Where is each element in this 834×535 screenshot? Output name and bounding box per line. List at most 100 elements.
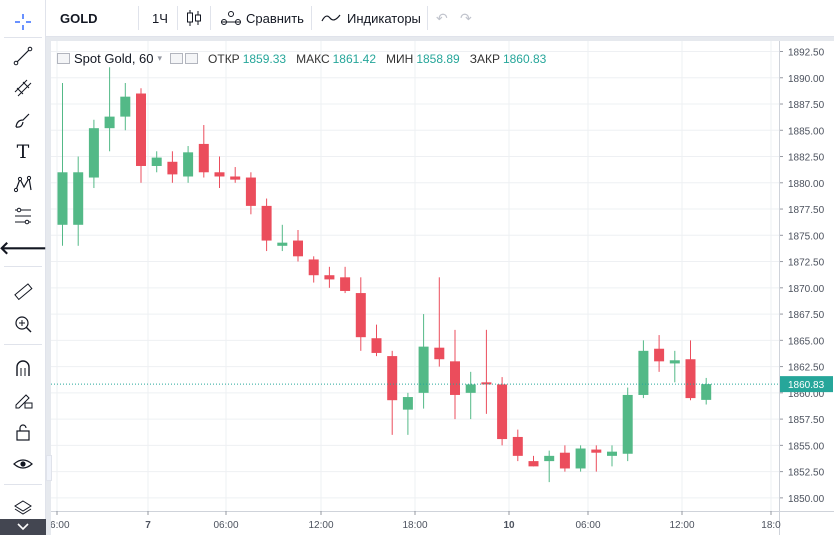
y-tick-label: 1852.50 — [788, 468, 825, 479]
candle-body — [465, 384, 476, 393]
candle-body — [104, 116, 115, 129]
indicators-button[interactable]: Индикаторы — [321, 0, 421, 36]
indicators-label: Индикаторы — [347, 10, 421, 26]
interval-button[interactable]: 1Ч — [152, 0, 168, 36]
collapse-legend-icon[interactable] — [57, 53, 70, 64]
undo-button[interactable]: ↶ — [436, 0, 448, 36]
candle-body — [324, 275, 335, 280]
y-tick-label: 1875.00 — [788, 231, 825, 242]
candle-body — [607, 451, 617, 456]
settings-icon[interactable] — [185, 53, 199, 64]
brush-icon — [15, 113, 30, 128]
candle-body — [371, 338, 382, 353]
lock-icon — [16, 424, 30, 441]
x-tick-label: 18:00 — [402, 520, 427, 531]
candle-body — [418, 346, 429, 393]
symbol-label: GOLD — [60, 10, 98, 26]
y-tick-label: 1872.50 — [788, 258, 825, 269]
ruler-tool[interactable] — [8, 278, 38, 306]
x-tick-label: 18:0 — [761, 520, 781, 531]
candle-body — [245, 177, 256, 206]
y-tick-label: 1862.50 — [788, 363, 825, 374]
legend-title: Spot Gold, 60 — [74, 51, 154, 66]
divider — [4, 266, 42, 267]
candle-body — [497, 384, 508, 440]
back-arrow-icon: 🡐 — [0, 237, 48, 258]
redo-button[interactable]: ↷ — [460, 0, 472, 36]
candle-body — [261, 205, 272, 241]
y-tick-label: 1855.00 — [788, 441, 825, 452]
compare-icon — [221, 11, 241, 25]
brush-tool[interactable] — [8, 106, 38, 134]
magnet-icon — [16, 360, 30, 376]
measure-pattern-icon — [15, 207, 31, 225]
pattern-tool[interactable] — [8, 170, 38, 198]
x-tick-label: 06:00 — [213, 520, 238, 531]
candle-body — [88, 128, 99, 178]
divider — [4, 344, 42, 345]
fib-tool[interactable] — [8, 74, 38, 102]
candle-body — [434, 347, 445, 360]
ruler-icon — [14, 283, 33, 301]
chevron-down-icon[interactable]: ▾ — [157, 53, 163, 63]
divider — [138, 6, 139, 30]
candle-body — [654, 348, 665, 362]
close-value: 1860.83 — [502, 51, 547, 66]
y-tick-label: 1870.00 — [788, 284, 825, 295]
lock-tool[interactable] — [8, 418, 38, 446]
candle-body — [57, 172, 68, 225]
candle-body — [151, 157, 162, 166]
measure-pattern-tool[interactable] — [8, 202, 38, 230]
candle-body — [198, 143, 209, 173]
object-tree-tool[interactable] — [8, 494, 38, 522]
eye-toggle-icon[interactable] — [170, 53, 184, 64]
candle-body — [120, 96, 131, 117]
candle-body — [230, 176, 241, 180]
eye-icon — [13, 459, 33, 469]
divider — [210, 6, 211, 30]
lock-drawing-icon — [15, 394, 33, 409]
y-tick-label: 1885.00 — [788, 126, 825, 137]
chart-type-button[interactable] — [186, 0, 202, 36]
price-chart[interactable]: 1892.50 1890.00 1887.50 1885.00 1882.50 1880.… — [51, 41, 834, 535]
candle-body — [293, 240, 303, 257]
y-tick-label: 1867.50 — [788, 310, 825, 321]
x-tick-label: 10 — [503, 520, 515, 531]
undo-icon: ↶ — [436, 9, 448, 26]
low-value: 1858.89 — [416, 51, 460, 66]
zoom-in-tool[interactable] — [8, 310, 38, 338]
layers-icon — [14, 500, 32, 515]
last-price-label: 1860.83 — [788, 380, 825, 391]
candle-body — [450, 361, 460, 395]
trend-line-tool[interactable] — [8, 42, 38, 70]
candle-body — [528, 461, 539, 467]
back-tool[interactable]: 🡐 — [0, 234, 47, 262]
candle-body — [669, 360, 680, 364]
candle-body — [73, 172, 84, 225]
magnet-tool[interactable] — [8, 354, 38, 382]
chevron-down-icon — [17, 523, 29, 531]
high-value: 1861.42 — [332, 51, 377, 66]
text-tool[interactable]: T — [8, 138, 38, 166]
chart-panel[interactable]: 1892.50 1890.00 1887.50 1885.00 1882.50 1880.… — [51, 41, 834, 535]
x-tick-label: 06:00 — [51, 520, 70, 531]
compare-button[interactable]: Сравнить — [220, 0, 304, 36]
candle-body — [622, 394, 633, 454]
candle-body — [559, 452, 570, 469]
candle-body — [167, 161, 178, 175]
lock-drawing-tool[interactable] — [8, 386, 38, 414]
y-tick-label: 1877.50 — [788, 205, 825, 216]
redo-icon: ↷ — [460, 9, 472, 26]
last-price-badge — [780, 376, 833, 393]
candle-body — [638, 350, 649, 395]
crosshair-tool[interactable] — [8, 8, 38, 36]
collapse-toolbar-button[interactable] — [0, 519, 46, 535]
trend-line-icon — [13, 46, 33, 66]
sidebar-toggle-handle[interactable] — [46, 455, 52, 481]
divider — [177, 6, 178, 30]
visibility-tool[interactable] — [8, 450, 38, 478]
chart-legend: Spot Gold, 60 ▾ ОТКР 1859.33 МАКС 1861.4… — [57, 51, 546, 66]
candle-body — [701, 384, 712, 400]
x-tick-label: 12:00 — [669, 520, 694, 531]
symbol-search-button[interactable]: GOLD — [60, 0, 98, 36]
